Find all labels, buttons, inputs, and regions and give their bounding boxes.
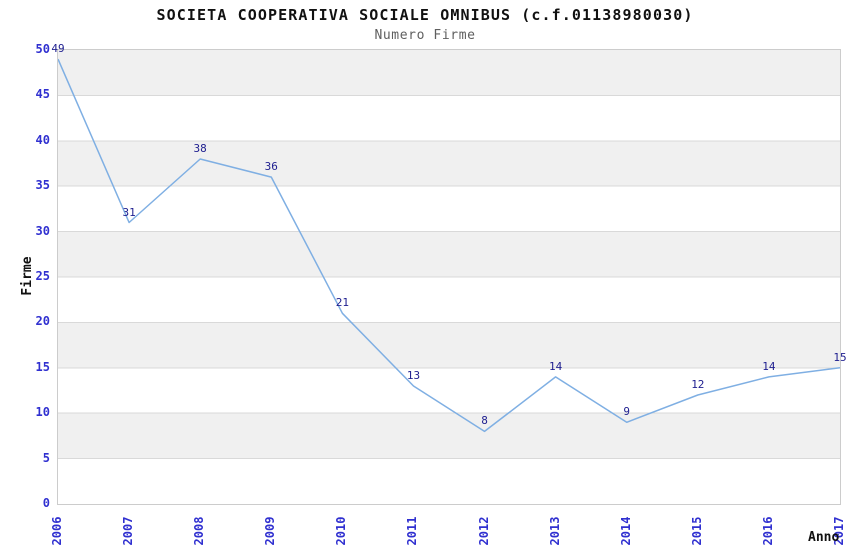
chart-subtitle: Numero Firme: [374, 28, 476, 43]
plot-area: [57, 49, 841, 505]
y-tick-label: 50: [35, 42, 50, 56]
plot-band: [58, 95, 840, 141]
x-tick-label: 2007: [121, 516, 136, 546]
x-tick-label: 2013: [547, 516, 562, 546]
y-tick-label: 10: [35, 405, 50, 420]
plot-band: [58, 322, 840, 368]
data-point-label: 36: [264, 160, 278, 174]
y-tick-label: 35: [35, 178, 50, 193]
data-line-series: [58, 58, 840, 433]
chart-title: SOCIETA COOPERATIVA SOCIALE OMNIBUS (c.f…: [156, 6, 694, 24]
data-point-label: 21: [335, 296, 349, 310]
x-tick-label: 2015: [689, 516, 704, 546]
data-point-label: 9: [623, 405, 631, 419]
y-tick-label: 45: [35, 87, 50, 102]
x-tick-label: 2006: [50, 516, 64, 546]
x-tick-label: 2011: [405, 516, 420, 546]
data-point-label: 14: [549, 359, 563, 373]
y-tick-label: 0: [42, 496, 50, 510]
y-tick-label: 40: [35, 132, 50, 147]
plot-band: [58, 186, 840, 232]
data-point-label: 31: [122, 205, 136, 219]
data-point-label: 38: [193, 141, 207, 155]
plot-band: [58, 413, 840, 459]
x-axis-title: Anno: [808, 530, 840, 545]
data-point-label: 15: [833, 350, 847, 364]
data-point-label: 14: [762, 359, 776, 373]
x-tick-label: 2008: [192, 516, 207, 546]
y-tick-label: 30: [35, 223, 50, 238]
data-point-label: 13: [406, 368, 421, 382]
x-tick-label: 2009: [263, 516, 278, 546]
plot-band: [58, 367, 840, 414]
plot-band: [58, 140, 840, 187]
x-tick-label: 2016: [760, 516, 775, 546]
y-tick-label: 5: [42, 450, 50, 465]
x-tick-label: 2012: [476, 516, 491, 546]
y-tick-label: 25: [35, 269, 50, 283]
y-tick-label: 15: [35, 359, 50, 374]
data-point-label: 12: [691, 378, 705, 392]
x-tick-label: 2010: [334, 516, 349, 546]
x-tick-label: 2014: [618, 516, 633, 546]
chart-canvas: [58, 50, 840, 504]
plot-band: [58, 231, 840, 277]
data-point-label: 8: [481, 414, 488, 428]
plot-band: [58, 50, 840, 96]
plot-band: [58, 458, 840, 504]
y-tick-label: 20: [35, 314, 50, 329]
data-point-label: 49: [51, 42, 65, 56]
plot-band: [58, 277, 840, 323]
